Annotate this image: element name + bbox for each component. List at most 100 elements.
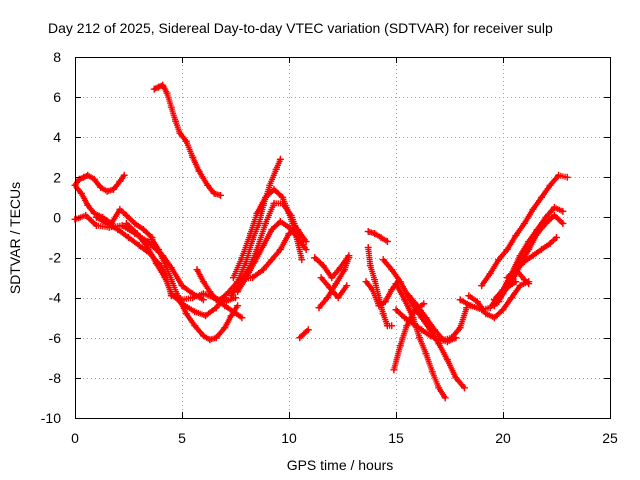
data-point: [189, 294, 197, 302]
data-point: [210, 189, 218, 197]
data-point: [242, 258, 250, 266]
data-point: [285, 224, 293, 231]
data-point: [270, 185, 278, 193]
data-point: [268, 226, 276, 233]
data-point: [538, 193, 545, 201]
data-point: [401, 314, 409, 322]
series-markers: [123, 220, 228, 319]
series-markers: [478, 172, 571, 289]
data-point: [542, 220, 550, 227]
data-point: [512, 232, 520, 239]
data-point: [178, 300, 186, 308]
x-axis-title: GPS time / hours: [287, 457, 394, 473]
data-point: [238, 314, 246, 322]
data-point: [416, 334, 423, 342]
data-point: [140, 226, 147, 233]
data-point: [266, 181, 274, 189]
x-tick-label: 20: [495, 430, 511, 446]
data-point: [178, 282, 186, 290]
series-arc-1: [71, 171, 128, 195]
data-point: [503, 280, 511, 288]
data-point: [90, 175, 98, 183]
x-tick-label: 15: [388, 430, 404, 446]
data-point: [341, 266, 349, 274]
data-point: [418, 326, 426, 334]
data-point: [503, 246, 511, 253]
data-point: [227, 292, 235, 300]
data-point: [388, 286, 396, 294]
data-point: [508, 294, 516, 302]
data-point: [133, 230, 141, 237]
data-point: [422, 350, 430, 358]
data-point: [426, 332, 434, 340]
data-point: [550, 211, 558, 219]
data-point: [97, 183, 105, 191]
data-point: [167, 103, 175, 111]
data-point: [546, 240, 554, 247]
grid: [75, 57, 610, 418]
data-point: [150, 85, 158, 93]
data-point: [401, 296, 409, 304]
y-tick-label: 8: [53, 49, 61, 65]
data-point: [296, 334, 304, 342]
chart-title: Day 212 of 2025, Sidereal Day-to-day VTE…: [48, 20, 553, 36]
series-arc-21: [379, 256, 468, 392]
data-point: [435, 384, 443, 392]
data-point: [92, 213, 100, 221]
data-point: [116, 205, 124, 213]
series-arc-27: [478, 171, 571, 290]
data-point: [270, 199, 278, 207]
series-arc-7: [150, 81, 224, 199]
data-point: [315, 304, 323, 312]
data-point: [221, 324, 229, 332]
data-point: [221, 302, 229, 310]
data-point: [542, 213, 550, 221]
data-point: [229, 308, 237, 316]
data-point: [110, 185, 117, 193]
data-point: [176, 129, 184, 137]
data-point: [103, 220, 111, 227]
data-point: [525, 246, 533, 253]
data-point: [529, 205, 537, 213]
y-tick-label: -6: [49, 330, 62, 346]
data-point: [195, 167, 203, 175]
data-point: [131, 220, 139, 227]
data-point: [362, 278, 370, 286]
y-axis-title: SDTVAR / TECUs: [7, 182, 23, 294]
plot-frame: [75, 57, 611, 419]
data-point: [364, 244, 372, 251]
data-point: [161, 274, 169, 282]
data-point: [495, 256, 503, 264]
data-point: [189, 153, 197, 161]
data-point: [375, 302, 383, 310]
data-point: [206, 336, 214, 344]
y-tick-label: -2: [49, 250, 62, 266]
data-point: [114, 226, 122, 233]
data-point: [319, 262, 327, 270]
data-point: [279, 199, 287, 207]
data-point: [84, 171, 92, 179]
data-point: [155, 246, 162, 253]
data-point: [490, 314, 498, 322]
data-point: [92, 222, 100, 229]
data-point: [253, 209, 261, 217]
data-point: [199, 296, 207, 304]
series-arc-6: [122, 220, 229, 320]
data-point: [302, 246, 310, 253]
series-arc-5: [148, 236, 242, 344]
data-point: [371, 276, 379, 284]
data-point: [84, 201, 92, 209]
data-point: [193, 266, 201, 274]
x-tick-label: 10: [281, 430, 297, 446]
data-point: [396, 342, 404, 350]
data-point: [461, 384, 468, 392]
data-point: [304, 326, 312, 334]
data-point: [520, 276, 528, 284]
data-point: [276, 246, 284, 253]
data-point: [259, 266, 267, 274]
series-arc-14: [296, 326, 312, 342]
data-point: [381, 298, 389, 306]
data-point: [495, 298, 503, 306]
data-point: [212, 304, 220, 312]
data-point: [276, 218, 284, 225]
